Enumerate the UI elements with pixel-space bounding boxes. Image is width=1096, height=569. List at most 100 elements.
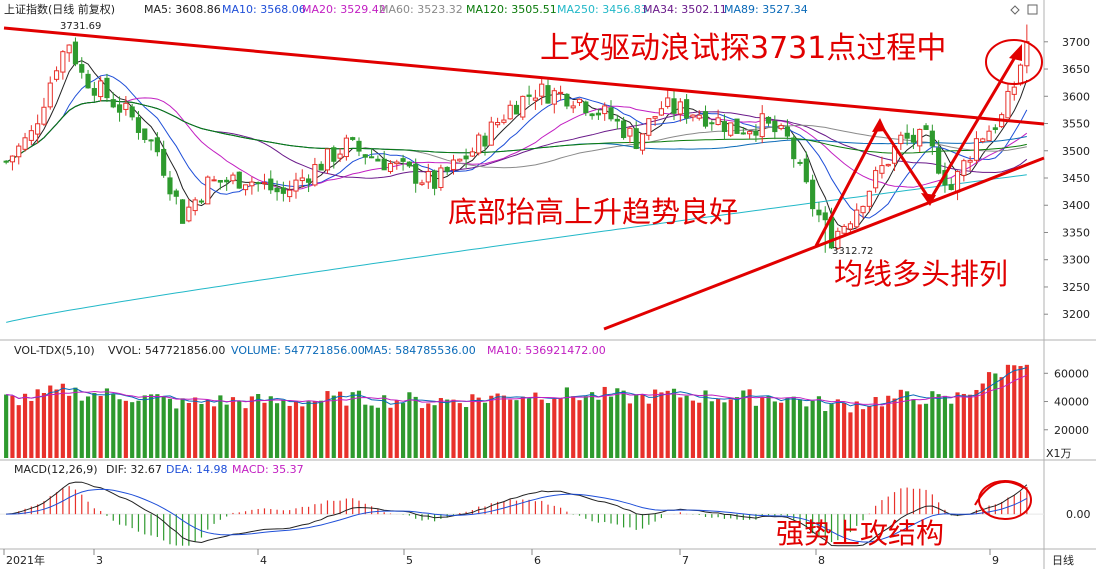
volume-bar [48,385,53,458]
diamond-icon[interactable] [1010,5,1020,15]
volume-bar [911,399,916,458]
maximize-icon[interactable] [1027,4,1038,15]
volume-bar [432,405,437,458]
candle-body [576,98,583,104]
vol-legend-item: MA5: 584785536.00 [364,344,476,357]
volume-bar [722,402,727,458]
candle-body [488,121,494,146]
volume-bar [867,405,872,458]
candle-body [66,44,72,54]
candle-body [709,122,715,125]
candle-body [583,101,589,114]
macd-legend-item: MACD: 35.37 [232,463,304,476]
volume-bar [111,394,116,458]
volume-bar [470,394,475,458]
period-label[interactable]: 日线 [1052,553,1074,567]
volume-bar [659,392,664,458]
date-tick-label: 6 [534,554,541,567]
ma-legend-item: MA20: 3529.42 [302,3,386,16]
candle-body [167,177,173,195]
candle-body [299,177,305,182]
volume-ma5-line [6,367,1027,407]
volume-bar [854,401,859,458]
candle-body [129,106,135,118]
arrow-head-up [1009,44,1022,61]
macd-title: MACD(12,26,9) [14,463,98,476]
candle-body [16,145,22,158]
candle-body [419,182,425,185]
candle-body [394,161,400,165]
candle-body [53,70,60,80]
candle-body [747,131,753,135]
volume-bar [772,401,777,458]
volume-bar [1012,365,1017,458]
volume-bar [596,399,601,458]
volume-bar [1024,364,1029,458]
date-tick-label: 7 [682,554,689,567]
volume-bar [211,406,217,458]
volume-bar [67,395,72,458]
volume-bar [256,394,261,458]
volume-bar [489,395,494,458]
candle-body [35,123,41,135]
candle-body [268,178,274,191]
volume-bar [873,397,878,458]
candle-body [948,184,954,191]
candle-body [602,105,608,115]
volume-bar [621,390,626,458]
volume-bar [930,391,935,458]
volume-bar [287,405,292,458]
volume-bar [123,400,128,458]
volume-bar [98,395,103,458]
candle-body [28,130,34,141]
volume-bar [60,383,65,458]
candle-body [658,108,664,116]
candle-body [135,117,142,133]
candle-body [413,163,419,184]
candle-body [873,170,879,189]
candle-body [98,80,104,98]
volume-bar [388,407,393,458]
candle-body [740,132,746,135]
candle-body [3,160,9,163]
trend-annotations: 上攻驱动浪试探3731点过程中 底部抬高上升趋势良好 均线多头排列 强势上攻结构… [3,21,1045,550]
candle-body [570,105,576,109]
volume-bar [646,403,651,458]
price-tick-label: 3700 [1062,36,1090,49]
volume-bar [268,396,273,458]
candle-body [677,101,683,115]
candle-body [910,134,917,143]
candle-body [847,223,854,230]
candle-body [318,163,324,171]
price-tick-label: 3400 [1062,199,1090,212]
volume-bar [653,389,658,458]
candle-body [104,77,110,99]
volume-bar [73,387,78,458]
volume-bar [331,395,336,458]
candle-body [539,83,545,97]
candle-body [91,88,97,96]
volume-bar [779,402,784,458]
ma-legend-item: MA34: 3502.11 [643,3,727,16]
volume-bar [968,394,973,458]
candle-body [614,118,620,122]
price-tick-label: 3200 [1062,308,1090,321]
price-tick-label: 3300 [1062,254,1090,267]
volume-bar [495,393,500,458]
ma20-line [5,97,1028,191]
candle-body [1024,41,1030,67]
volume-bar [533,392,538,458]
candle-body [532,97,538,101]
candle-body [463,155,469,160]
candle-body [841,225,847,234]
date-tick-label: 4 [260,554,267,567]
macd-legend: DIF: 32.67 DEA: 14.98 MACD: 35.37 [106,463,304,476]
candle-body [280,187,286,194]
candle-body [148,139,154,142]
volume-bar [558,398,563,458]
volume-bar [804,406,809,458]
vol-title: VOL-TDX(5,10) [14,344,95,357]
vol-legend-item: MA10: 536921472.00 [487,344,606,357]
volume-bar [243,408,248,458]
candle-body [639,133,646,151]
